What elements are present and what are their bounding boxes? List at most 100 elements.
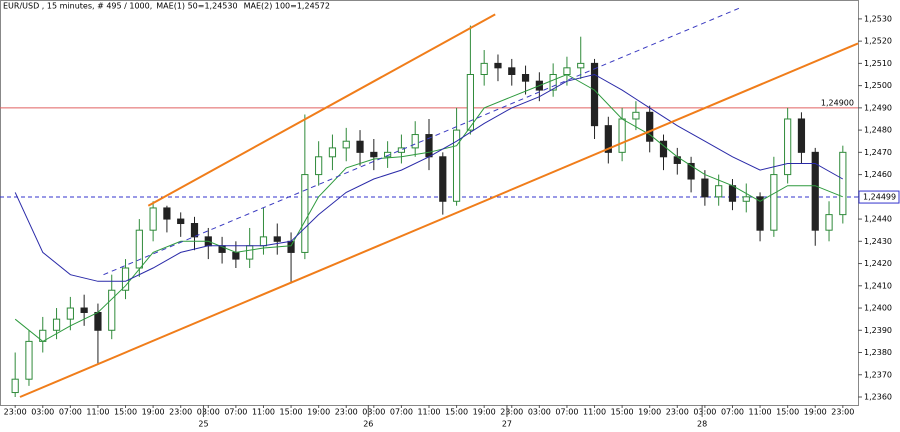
candle-body [190,223,199,238]
x-tick-label: 19:00 [473,408,496,417]
x-tick-label: 15:00 [776,408,799,417]
moving-average [14,73,844,282]
candle-body [439,156,447,202]
candle-body [701,178,709,198]
level-label: 1,24900 [821,98,854,107]
candle-body [121,267,130,291]
x-tick-label: 19:00 [307,408,330,417]
candle-body [590,62,599,127]
y-tick-label: 1,2530 [864,14,892,23]
candle-body [370,151,378,158]
candle-body [494,62,502,69]
candle-body [508,67,516,76]
candle-body [728,185,737,202]
y-tick-label: 1,2470 [864,148,892,157]
candle-body [715,185,723,198]
trend-line [147,13,496,207]
x-tick-label: 03:00 [693,408,716,417]
candle-body [66,307,74,320]
candle-body [466,74,474,131]
candle-body [149,207,157,231]
candle-body [177,218,185,225]
level-label-box [858,190,900,204]
y-tick-label: 1,2510 [864,59,892,68]
chart-title: EUR/USD , 15 minutes, # 495 / 1000, [3,2,152,11]
level-label: 1,24499 [863,193,896,202]
candle-body [52,318,61,331]
candle-body [784,118,792,176]
x-tick-label: 19:00 [142,408,165,417]
candle-body [25,340,33,380]
y-tick-label: 1,2400 [864,304,892,313]
candle-body [618,118,626,153]
x-tick-label: 23:00 [500,408,523,417]
day-label: 26 [363,420,373,429]
candle-body [11,378,19,394]
candle-body [328,147,337,158]
candle-body [301,174,309,253]
x-tick-label: 23:00 [831,408,854,417]
y-tick-label: 1,2480 [864,126,892,135]
candle-body [839,151,847,216]
y-tick-label: 1,2410 [864,281,892,290]
day-label: 28 [697,420,707,429]
candle-body [452,129,461,202]
y-tick-label: 1,2430 [864,237,892,246]
candle-body [646,111,654,142]
candle-body [315,156,323,176]
candle-body [108,289,116,331]
legend-entry: MAE(2) 100=1,24572 [244,2,330,11]
candle-body [659,140,668,158]
candle-body [770,174,778,231]
candle-body [246,245,254,260]
y-tick-label: 1,2520 [864,37,892,46]
x-tick-label: 07:00 [59,408,82,417]
y-tick-label: 1,2390 [864,326,892,335]
candle-body [563,67,571,76]
candle-body [397,147,406,153]
candle-body [342,140,350,149]
x-tick-label: 03:00 [528,408,551,417]
x-tick-label: 11:00 [583,408,606,417]
x-tick-label: 07:00 [721,408,744,417]
y-tick-label: 1,2380 [864,348,892,357]
candle-body [742,196,750,202]
x-tick-label: 03:00 [362,408,385,417]
y-tick-label: 1,2460 [864,170,892,179]
x-tick-label: 15:00 [114,408,137,417]
x-tick-label: 11:00 [252,408,275,417]
candle-body [811,151,819,231]
x-tick-label: 23:00 [169,408,192,417]
candle-body [80,307,88,313]
y-tick-label: 1,2490 [864,103,892,112]
y-tick-label: 1,2360 [864,392,892,401]
candle-body [356,140,364,153]
x-tick-label: 15:00 [280,408,303,417]
y-tick-label: 1,2370 [864,370,892,379]
candle-body [756,196,764,231]
candle-body [825,214,833,231]
trend-line [103,7,741,276]
candle-body [577,62,585,69]
candle-body [521,74,530,82]
x-tick-label: 07:00 [224,408,247,417]
x-tick-label: 03:00 [197,408,220,417]
x-tick-label: 23:00 [335,408,358,417]
x-tick-label: 07:00 [390,408,413,417]
candle-body [480,62,488,76]
candle-body [273,236,281,242]
legend-entry: MAE(1) 50=1,24530 [156,2,237,11]
candle-body [687,162,695,180]
x-tick-label: 11:00 [749,408,772,417]
x-tick-label: 03:00 [31,408,54,417]
x-tick-label: 23:00 [666,408,689,417]
candle-body [797,118,806,153]
y-tick-label: 1,2420 [864,259,892,268]
x-tick-label: 23:00 [4,408,27,417]
candle-body [259,236,268,247]
y-tick-label: 1,2500 [864,81,892,90]
day-label: 25 [198,420,208,429]
day-label: 27 [502,420,512,429]
x-tick-label: 15:00 [445,408,468,417]
